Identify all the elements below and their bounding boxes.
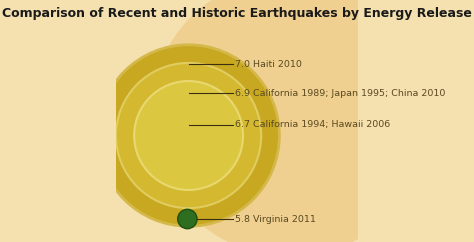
Text: 6.9 California 1989; Japan 1995; China 2010: 6.9 California 1989; Japan 1995; China 2… xyxy=(235,89,446,98)
Circle shape xyxy=(98,45,279,226)
Circle shape xyxy=(134,81,243,190)
Text: 7.0 Haiti 2010: 7.0 Haiti 2010 xyxy=(235,60,302,69)
Text: 5.8 Virginia 2011: 5.8 Virginia 2011 xyxy=(235,214,316,224)
Text: 6.7 California 1994; Hawaii 2006: 6.7 California 1994; Hawaii 2006 xyxy=(235,120,390,129)
Circle shape xyxy=(116,63,261,208)
Circle shape xyxy=(178,209,197,229)
Text: Comparison of Recent and Historic Earthquakes by Energy Release: Comparison of Recent and Historic Earthq… xyxy=(2,7,472,20)
Circle shape xyxy=(150,0,430,242)
